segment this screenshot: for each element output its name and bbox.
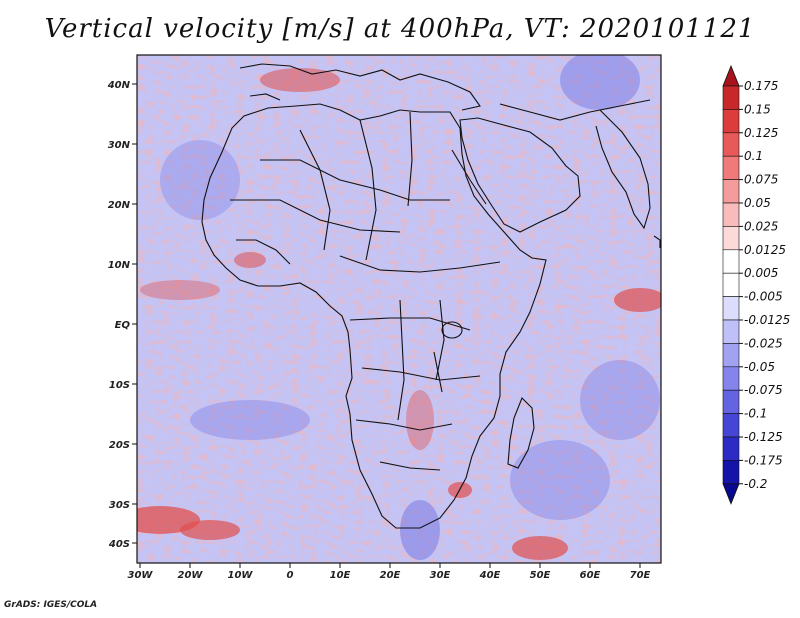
colorbar-swatch bbox=[722, 296, 740, 321]
colorbar-label: 0.05 bbox=[744, 196, 771, 210]
colorbar-label: -0.05 bbox=[744, 360, 775, 374]
colorbar-label: -0.005 bbox=[744, 290, 783, 304]
colorbar-swatch bbox=[722, 413, 740, 438]
colorbar-label: 0.175 bbox=[744, 79, 778, 93]
colorbar-label: -0.175 bbox=[744, 453, 783, 467]
colorbar-swatch bbox=[722, 132, 740, 157]
colorbar-label: 0.0125 bbox=[744, 243, 786, 257]
lon-tick-label: 50E bbox=[530, 570, 551, 581]
colorbar-label: -0.2 bbox=[744, 477, 767, 491]
colorbar-swatch bbox=[722, 202, 740, 227]
colorbar-swatch bbox=[722, 343, 740, 368]
lon-tick-label: 70E bbox=[630, 570, 651, 581]
lon-tick-label: 10W bbox=[228, 570, 254, 581]
colorbar-label: 0.125 bbox=[744, 126, 778, 140]
colorbar-label: 0.075 bbox=[744, 173, 778, 187]
lat-tick-label: 40N bbox=[107, 80, 131, 91]
lat-tick-label: 10S bbox=[109, 380, 130, 391]
colorbar-label: -0.075 bbox=[744, 383, 783, 397]
colorbar-swatch bbox=[722, 389, 740, 414]
colorbar-bottom-arrow bbox=[722, 483, 740, 505]
coastlines bbox=[201, 63, 661, 529]
lon-tick-label: 20W bbox=[178, 570, 204, 581]
latitude-axis: 40N 30N 20N 10N EQ 10S 20S 30S 40S bbox=[107, 80, 137, 550]
colorbar-swatch bbox=[722, 436, 740, 461]
lon-tick-label: 0 bbox=[287, 570, 294, 581]
colorbar-swatch bbox=[722, 226, 740, 251]
map-title: Vertical velocity [m/s] at 400hPa, VT: 2… bbox=[44, 14, 756, 44]
colorbar-label: 0.025 bbox=[744, 219, 778, 233]
credit-text: GrADS: IGES/COLA bbox=[4, 600, 98, 610]
plot-frame bbox=[136, 54, 662, 564]
lon-tick-label: 20E bbox=[380, 570, 401, 581]
lat-tick-label: EQ bbox=[115, 320, 131, 331]
lon-tick-label: 60E bbox=[580, 570, 601, 581]
colorbar-label: -0.125 bbox=[744, 430, 783, 444]
colorbar-swatch bbox=[722, 319, 740, 344]
colorbar-label: 0.15 bbox=[744, 102, 771, 116]
lat-tick-label: 20S bbox=[109, 440, 130, 451]
lat-tick-label: 30S bbox=[109, 500, 130, 511]
colorbar-label: -0.025 bbox=[744, 336, 783, 350]
colorbar-label: 0.1 bbox=[744, 149, 763, 163]
colorbar-swatch bbox=[722, 109, 740, 134]
lon-tick-label: 30E bbox=[430, 570, 451, 581]
colorbar-swatch bbox=[722, 179, 740, 204]
lon-tick-label: 30W bbox=[128, 570, 154, 581]
velocity-field bbox=[137, 55, 661, 563]
lat-tick-label: 40S bbox=[108, 539, 130, 550]
colorbar-top-arrow bbox=[722, 64, 740, 87]
colorbar-swatch bbox=[722, 460, 740, 485]
colorbar-swatch bbox=[722, 85, 740, 110]
lon-tick-label: 40E bbox=[479, 570, 501, 581]
colorbar-swatch bbox=[722, 366, 740, 391]
lon-tick-label: 10E bbox=[330, 570, 351, 581]
lat-tick-label: 10N bbox=[108, 260, 131, 271]
colorbar-label: 0.005 bbox=[744, 266, 778, 280]
colorbar-swatch bbox=[722, 249, 740, 274]
lat-tick-label: 30N bbox=[108, 140, 131, 151]
lat-tick-label: 20N bbox=[108, 200, 131, 211]
colorbar-swatch bbox=[722, 272, 740, 297]
colorbar-label: -0.0125 bbox=[744, 313, 790, 327]
colorbar: 0.175 0.15 0.125 0.1 0.075 0.05 0.025 0.0125 0.0… bbox=[722, 64, 790, 505]
colorbar-label: -0.1 bbox=[744, 407, 767, 421]
longitude-axis: 30W 20W 10W 0 10E 20E 30E 40E 50E 60E 70E bbox=[128, 563, 651, 581]
colorbar-swatch bbox=[722, 155, 740, 180]
